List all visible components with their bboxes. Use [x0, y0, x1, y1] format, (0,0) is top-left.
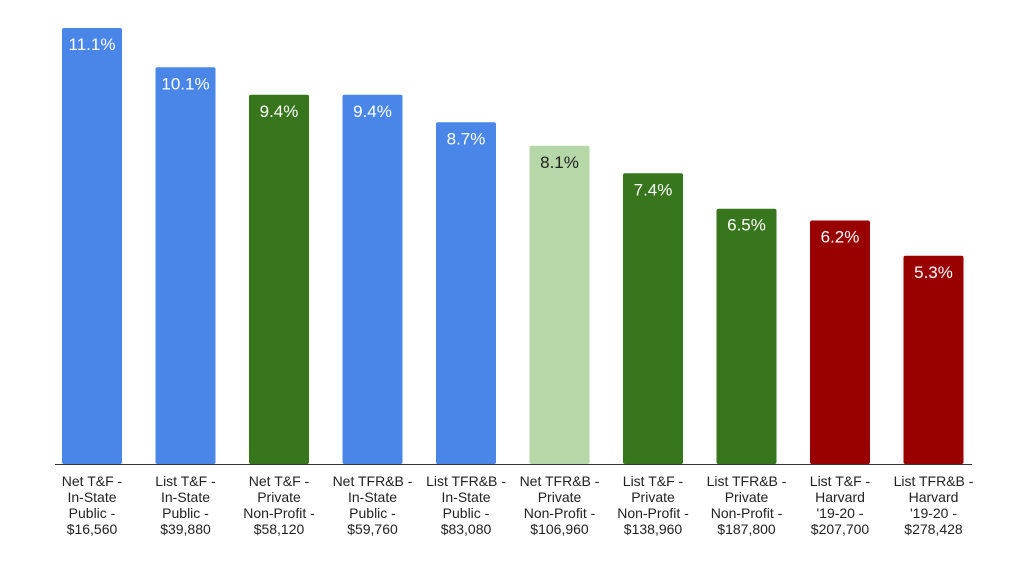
x-tick-label-line: Non-Profit - [243, 505, 315, 521]
bar [249, 94, 309, 465]
x-tick-label: Net TFR&B -In-State Public -$59,760 [333, 473, 413, 537]
x-tick-label: Net T&F -Private Non-Profit -$58,120 [243, 473, 315, 537]
x-tick-label-line: $106,960 [530, 521, 589, 537]
x-tick-label-line: Harvard [815, 489, 865, 505]
bar-data-label: 7.4% [634, 180, 673, 199]
x-tick-label-line: $39,880 [160, 521, 211, 537]
x-tick-label-line: In-State [441, 489, 490, 505]
x-tick-label: List T&F -In-State Public -$39,880 [155, 473, 216, 537]
x-tick-label-line: Public - [443, 505, 490, 521]
bar-data-label: 10.1% [161, 74, 209, 93]
x-tick-label-line: $278,428 [904, 521, 963, 537]
x-tick-label: Net T&F -In-State Public -$16,560 [62, 473, 123, 537]
x-tick-label-line: $59,760 [347, 521, 398, 537]
x-tick-label-line: List T&F - [623, 473, 684, 489]
x-tick-label-line: $83,080 [441, 521, 492, 537]
x-tick-label-line: Harvard [909, 489, 959, 505]
bar [62, 28, 122, 464]
x-tick-label: List T&F -Private Non-Profit -$138,960 [617, 473, 689, 537]
bar [436, 122, 496, 465]
x-tick-label-line: List T&F - [810, 473, 871, 489]
x-tick-label-line: List TFR&B - [894, 473, 974, 489]
bar-data-label: 8.7% [447, 129, 486, 148]
x-tick-label-line: Public - [162, 505, 209, 521]
x-tick-label-line: In-State [161, 489, 210, 505]
x-tick-label-line: Net TFR&B - [333, 473, 413, 489]
x-tick-label-line: Non-Profit - [617, 505, 689, 521]
x-tick-label-line: Net T&F - [62, 473, 123, 489]
x-tick-label-line: $187,800 [717, 521, 776, 537]
x-tick-label: List T&F -Harvard '19-20 -$207,700 [810, 473, 871, 537]
x-tick-label-line: $207,700 [811, 521, 870, 537]
x-tick-label-line: '19-20 - [816, 505, 863, 521]
bar-data-label: 6.2% [821, 228, 860, 247]
x-tick-label-line: Private [538, 489, 582, 505]
bar [529, 145, 590, 465]
x-tick-label: List TFR&B -Private Non-Profit -$187,800 [707, 473, 787, 537]
x-tick-label-line: Net T&F - [249, 473, 310, 489]
x-tick-label-line: '19-20 - [910, 505, 957, 521]
x-tick-label-line: Private [631, 489, 675, 505]
x-tick-label: Net TFR&B -Private Non-Profit -$106,960 [520, 473, 600, 537]
bar [810, 220, 870, 464]
bar-data-label: 9.4% [260, 102, 299, 121]
x-tick-label-line: $58,120 [254, 521, 305, 537]
x-tick-label-line: In-State [67, 489, 116, 505]
bar [155, 67, 216, 465]
bars-layer [62, 28, 964, 465]
bar [716, 208, 777, 464]
x-tick-label-line: Non-Profit - [524, 505, 596, 521]
x-tick-label-line: List T&F - [155, 473, 216, 489]
bar-data-label: 6.5% [727, 216, 766, 235]
x-tick-label-line: Public - [349, 505, 396, 521]
bar [623, 173, 683, 465]
bar [903, 255, 964, 464]
x-tick-label: List TFR&B -Harvard '19-20 -$278,428 [894, 473, 974, 537]
x-tick-label-line: Non-Profit - [711, 505, 783, 521]
bar [342, 94, 403, 465]
bar-data-label: 8.1% [540, 153, 579, 172]
x-tick-label-line: $16,560 [67, 521, 118, 537]
x-tick-label-line: List TFR&B - [426, 473, 506, 489]
x-tick-label-line: Net TFR&B - [520, 473, 600, 489]
x-tick-label-line: In-State [348, 489, 397, 505]
x-tick-label-line: Public - [69, 505, 116, 521]
x-tick-label: List TFR&B -In-State Public -$83,080 [426, 473, 506, 537]
x-tick-label-line: Private [257, 489, 301, 505]
bar-data-label: 11.1% [69, 35, 116, 54]
x-tick-label-line: Private [725, 489, 769, 505]
x-tick-label-line: $138,960 [624, 521, 683, 537]
data-labels-layer: 11.1% 10.1% 9.4% 9.4% 8.7% 8.1% 7.4% 6.5% 6.2% 5.… [69, 35, 953, 282]
x-tick-label-line: List TFR&B - [707, 473, 787, 489]
bar-data-label: 9.4% [353, 102, 392, 121]
bar-data-label: 5.3% [914, 263, 953, 282]
